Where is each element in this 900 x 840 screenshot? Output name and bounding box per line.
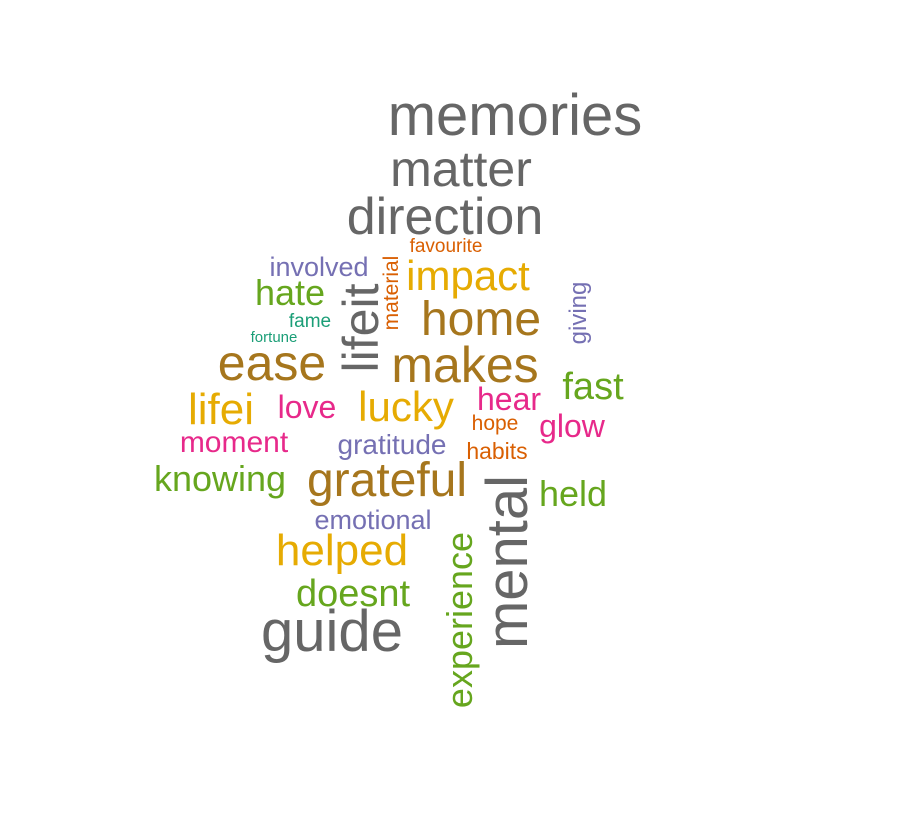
word-lifeit: lifeit xyxy=(333,283,389,372)
word-grateful: grateful xyxy=(307,454,467,507)
word-held: held xyxy=(539,473,607,514)
word-makes: makes xyxy=(391,337,538,393)
word-lifei: lifei xyxy=(188,385,254,434)
word-glow: glow xyxy=(539,408,606,444)
word-hope: hope xyxy=(472,412,519,435)
word-doesnt: doesnt xyxy=(296,573,411,615)
word-favourite: favourite xyxy=(410,236,483,257)
word-experience: experience xyxy=(439,532,480,708)
word-lucky: lucky xyxy=(358,383,454,430)
word-fast: fast xyxy=(562,366,624,408)
word-love: love xyxy=(278,389,337,425)
word-material: material xyxy=(380,256,403,331)
word-guide: guide xyxy=(261,599,403,664)
word-impact: impact xyxy=(406,252,530,299)
word-involved: involved xyxy=(269,252,368,282)
word-matter: matter xyxy=(390,141,532,197)
word-hear: hear xyxy=(477,381,541,417)
word-giving: giving xyxy=(565,282,592,345)
word-habits: habits xyxy=(466,438,527,464)
word-mental: mental xyxy=(475,475,540,649)
word-gratitude: gratitude xyxy=(338,429,447,460)
word-helped: helped xyxy=(276,526,408,575)
word-fortune: fortune xyxy=(251,329,298,346)
word-emotional: emotional xyxy=(314,505,431,535)
word-ease: ease xyxy=(218,335,326,391)
word-memories: memories xyxy=(388,83,643,148)
word-direction: direction xyxy=(347,188,544,246)
word-hate: hate xyxy=(255,272,325,313)
word-home: home xyxy=(421,293,541,346)
word-moment: moment xyxy=(180,426,289,459)
word-knowing: knowing xyxy=(154,458,286,499)
word-fame: fame xyxy=(289,311,331,332)
